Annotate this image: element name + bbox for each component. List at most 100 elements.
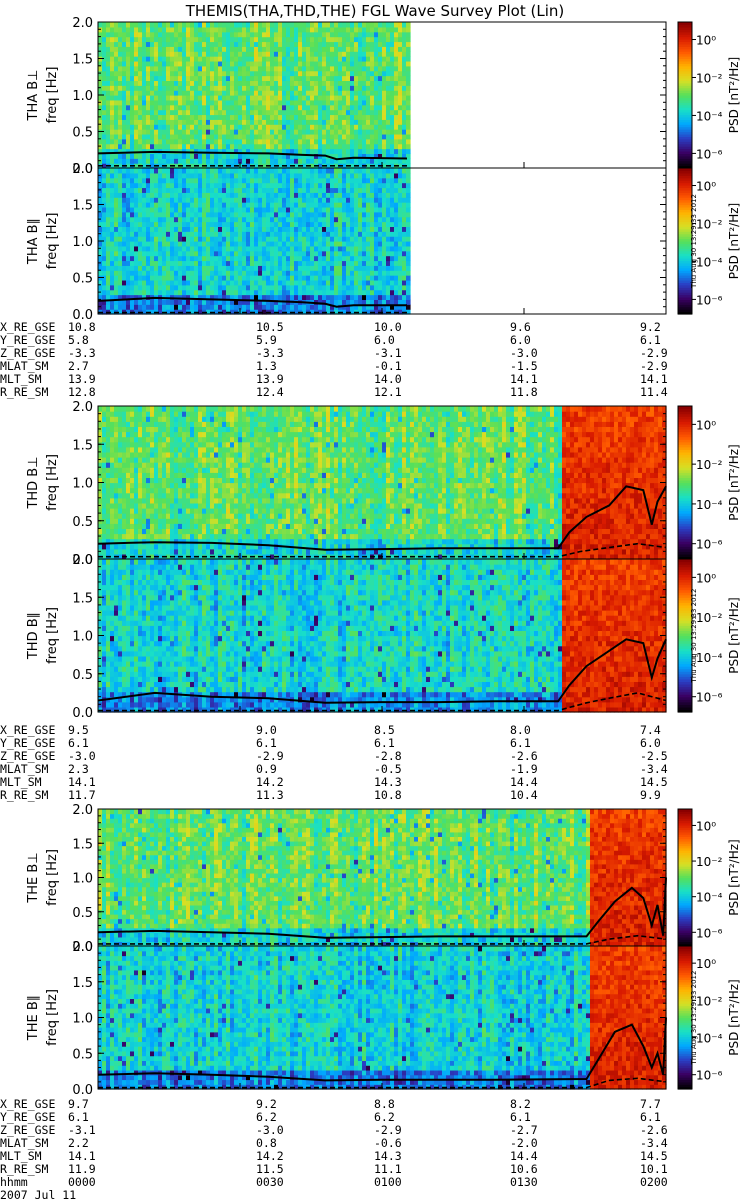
spectrogram-cell xyxy=(366,178,371,183)
spectrogram-cell xyxy=(150,95,155,100)
spectrogram-cell xyxy=(398,119,403,124)
spectrogram-cell xyxy=(406,76,411,81)
spectrogram-cell xyxy=(338,295,343,300)
spectrogram-cell xyxy=(278,295,283,300)
spectrogram-cell xyxy=(202,95,207,100)
spectrogram-cell xyxy=(238,114,243,119)
spectrogram-cell xyxy=(106,226,111,231)
spectrogram-cell xyxy=(198,61,203,66)
spectrogram-cell xyxy=(106,212,111,217)
spectrogram-cell xyxy=(110,270,115,275)
spectrogram-cell xyxy=(358,241,363,246)
spectrogram-cell xyxy=(230,80,235,85)
spectrogram-cell xyxy=(250,295,255,300)
spectrogram-cell xyxy=(242,95,247,100)
spectrogram-cell xyxy=(322,149,327,154)
spectrogram-cell xyxy=(246,251,251,256)
spectrogram-cell xyxy=(162,76,167,81)
spectrogram-cell xyxy=(374,226,379,231)
spectrogram-cell xyxy=(266,304,271,309)
spectrogram-cell xyxy=(274,207,279,212)
spectrogram-cell xyxy=(178,95,183,100)
spectrogram-cell xyxy=(142,76,147,81)
spectrogram-cell xyxy=(302,275,307,280)
spectrogram-cell xyxy=(154,270,159,275)
spectrogram-cell xyxy=(294,119,299,124)
spectrogram-cell xyxy=(194,85,199,90)
spectrogram-cell xyxy=(346,100,351,105)
spectrogram-cell xyxy=(246,32,251,37)
spectrogram-cell xyxy=(230,76,235,81)
spectrogram-cell xyxy=(370,46,375,51)
spectrogram-cell xyxy=(382,90,387,95)
spectrogram-cell xyxy=(318,41,323,46)
spectrogram-cell xyxy=(170,183,175,188)
spectrogram-cell xyxy=(182,41,187,46)
spectrogram-cell xyxy=(190,80,195,85)
spectrogram-cell xyxy=(178,110,183,115)
spectrogram-cell xyxy=(226,51,231,56)
spectrogram-cell xyxy=(246,207,251,212)
spectrogram-cell xyxy=(134,280,139,285)
spectrogram-cell xyxy=(166,124,171,129)
spectrogram-cell xyxy=(366,56,371,61)
spectrogram-cell xyxy=(194,197,199,202)
spectrogram-cell xyxy=(254,222,259,227)
spectrogram-cell xyxy=(274,270,279,275)
spectrogram-cell xyxy=(334,56,339,61)
spectrogram-cell xyxy=(290,66,295,71)
spectrogram-cell xyxy=(194,290,199,295)
spectrogram-cell xyxy=(106,119,111,124)
spectrogram-cell xyxy=(142,41,147,46)
spectrogram-cell xyxy=(122,76,127,81)
spectrogram-cell xyxy=(234,222,239,227)
spectrogram-cell xyxy=(122,37,127,42)
spectrogram-cell xyxy=(394,202,399,207)
spectrogram-cell xyxy=(370,212,375,217)
spectrogram-cell xyxy=(118,251,123,256)
spectrogram-cell xyxy=(234,134,239,139)
spectrogram-cell xyxy=(198,207,203,212)
spectrogram-cell xyxy=(386,290,391,295)
spectrogram-cell xyxy=(118,275,123,280)
spectrogram-cell xyxy=(218,80,223,85)
spectrogram-cell xyxy=(374,51,379,56)
spectrogram-cell xyxy=(370,260,375,265)
spectrogram-cell xyxy=(350,241,355,246)
spectrogram-cell xyxy=(214,129,219,134)
spectrogram-cell xyxy=(102,158,107,163)
spectrogram-cell xyxy=(230,95,235,100)
spectrogram-cell xyxy=(254,22,259,27)
spectrogram-cell xyxy=(254,110,259,115)
spectrogram-cell xyxy=(166,56,171,61)
spectrogram-cell xyxy=(258,270,263,275)
spectrogram-cell xyxy=(394,51,399,56)
spectrogram-cell xyxy=(354,290,359,295)
spectrogram-cell xyxy=(130,71,135,76)
spectrogram-cell xyxy=(270,124,275,129)
spectrogram-cell xyxy=(222,37,227,42)
spectrogram-cells xyxy=(98,168,411,315)
spectrogram-cell xyxy=(226,178,231,183)
spectrogram-cell xyxy=(354,285,359,290)
spectrogram-cell xyxy=(286,236,291,241)
spectrogram-cell xyxy=(322,241,327,246)
spectrogram-cell xyxy=(294,231,299,236)
spectrogram-cell xyxy=(322,173,327,178)
spectrogram-cell xyxy=(358,110,363,115)
spectrogram-cell xyxy=(330,124,335,129)
spectrogram-cell xyxy=(122,197,127,202)
spectrogram-cell xyxy=(386,285,391,290)
spectrogram-cell xyxy=(350,168,355,173)
spectrogram-cell xyxy=(186,275,191,280)
spectrogram-cell xyxy=(254,90,259,95)
spectrogram-cell xyxy=(282,178,287,183)
spectrogram-cell xyxy=(310,183,315,188)
spectrogram-cell xyxy=(298,246,303,251)
spectrogram-cell xyxy=(286,66,291,71)
spectrogram-cell xyxy=(218,66,223,71)
spectrogram-cell xyxy=(114,66,119,71)
spectrogram-cell xyxy=(338,119,343,124)
spectrogram-cell xyxy=(214,51,219,56)
spectrogram-cell xyxy=(398,114,403,119)
